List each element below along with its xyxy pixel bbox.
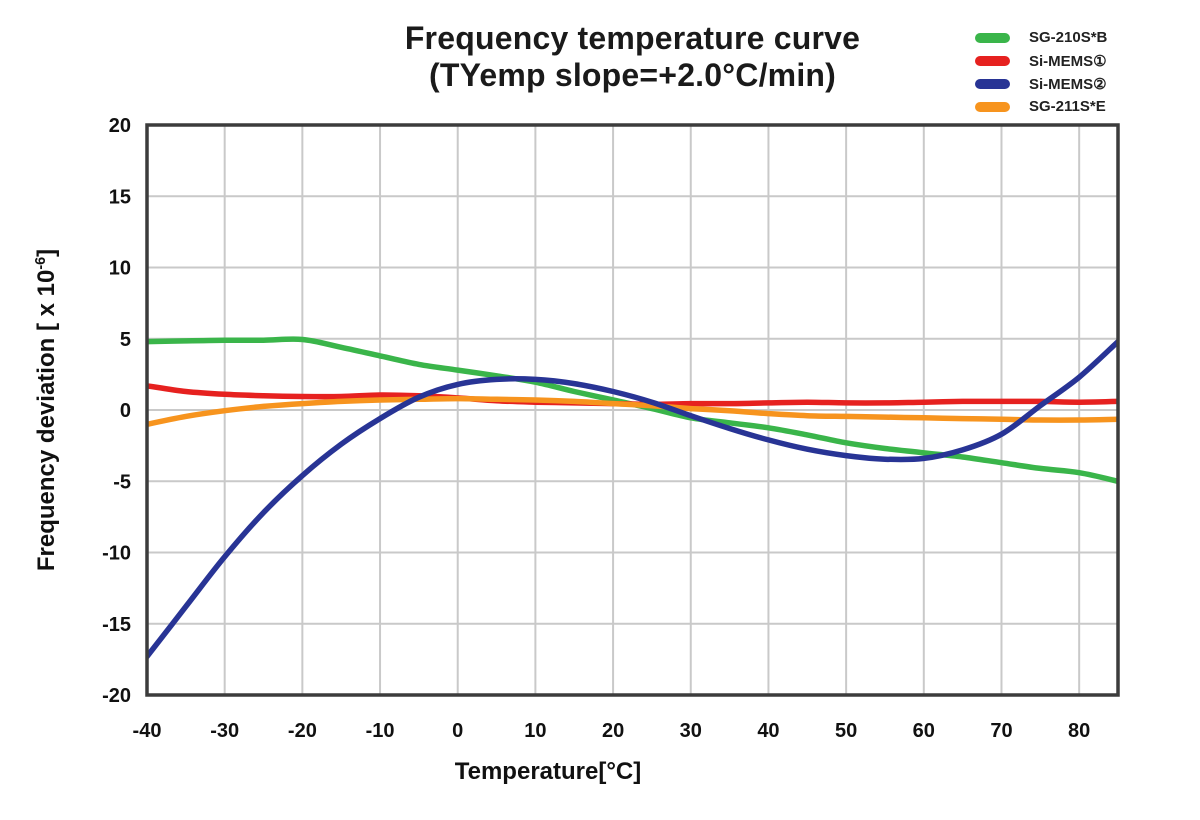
series-line-3 bbox=[147, 338, 1118, 660]
x-tick-label: -30 bbox=[210, 720, 239, 742]
series-line-4 bbox=[147, 395, 1118, 428]
y-tick-label: -15 bbox=[102, 614, 131, 636]
y-tick-label: 5 bbox=[120, 329, 131, 351]
chart-title-line2: (TYemp slope=+2.0°C/min) bbox=[428, 57, 837, 93]
legend: SG-210S*B Si-MEMS① Si-MEMS② SG-211S*E bbox=[975, 29, 1108, 122]
x-tick-label: 20 bbox=[602, 720, 624, 742]
x-axis-title: Temperature[°C] bbox=[454, 758, 642, 785]
legend-label: SG-211S*E bbox=[1029, 98, 1106, 115]
y-tick-label: 20 bbox=[109, 115, 131, 137]
x-tick-label: 30 bbox=[680, 720, 702, 742]
x-tick-label: 60 bbox=[913, 720, 935, 742]
x-tick-label: 70 bbox=[990, 720, 1012, 742]
legend-label: Si-MEMS② bbox=[1029, 75, 1107, 93]
legend-item: Si-MEMS① bbox=[975, 52, 1107, 70]
legend-item: SG-210S*B bbox=[975, 29, 1108, 46]
y-axis-title-exponent: -6 bbox=[33, 256, 49, 270]
legend-item: Si-MEMS② bbox=[975, 75, 1107, 93]
legend-swatch-orange bbox=[975, 101, 1010, 112]
plot-frame bbox=[145, 123, 1120, 697]
y-axis-title-suffix: ] bbox=[33, 248, 60, 257]
chart-title-line1: Frequency temperature curve bbox=[404, 20, 861, 56]
legend-label: SG-210S*B bbox=[1029, 29, 1108, 46]
legend-label: Si-MEMS① bbox=[1029, 52, 1107, 70]
x-tick-label: 50 bbox=[835, 720, 857, 742]
legend-swatch-red bbox=[975, 55, 1010, 66]
y-tick-label: 10 bbox=[109, 258, 131, 280]
y-tick-label: 0 bbox=[120, 400, 131, 422]
y-tick-label: -5 bbox=[113, 471, 131, 493]
x-tick-label: -40 bbox=[133, 720, 162, 742]
y-tick-label: -10 bbox=[102, 543, 131, 565]
chart-title: Frequency temperature curve (TYemp slope… bbox=[147, 20, 1118, 94]
y-tick-label: -20 bbox=[102, 685, 131, 707]
x-tick-label: -20 bbox=[288, 720, 317, 742]
legend-swatch-green bbox=[975, 32, 1010, 43]
y-axis-title: Frequency deviation [ x 10-6] bbox=[33, 249, 61, 571]
y-tick-label: 15 bbox=[109, 186, 131, 208]
legend-item: SG-211S*E bbox=[975, 98, 1107, 115]
x-tick-label: 0 bbox=[452, 720, 463, 742]
legend-swatch-blue bbox=[975, 78, 1010, 89]
y-axis-title-text: Frequency deviation [ x 10 bbox=[33, 269, 60, 572]
x-tick-label: 10 bbox=[524, 720, 546, 742]
x-tick-label: 40 bbox=[757, 720, 779, 742]
x-tick-label: -10 bbox=[366, 720, 395, 742]
x-tick-label: 80 bbox=[1068, 720, 1090, 742]
